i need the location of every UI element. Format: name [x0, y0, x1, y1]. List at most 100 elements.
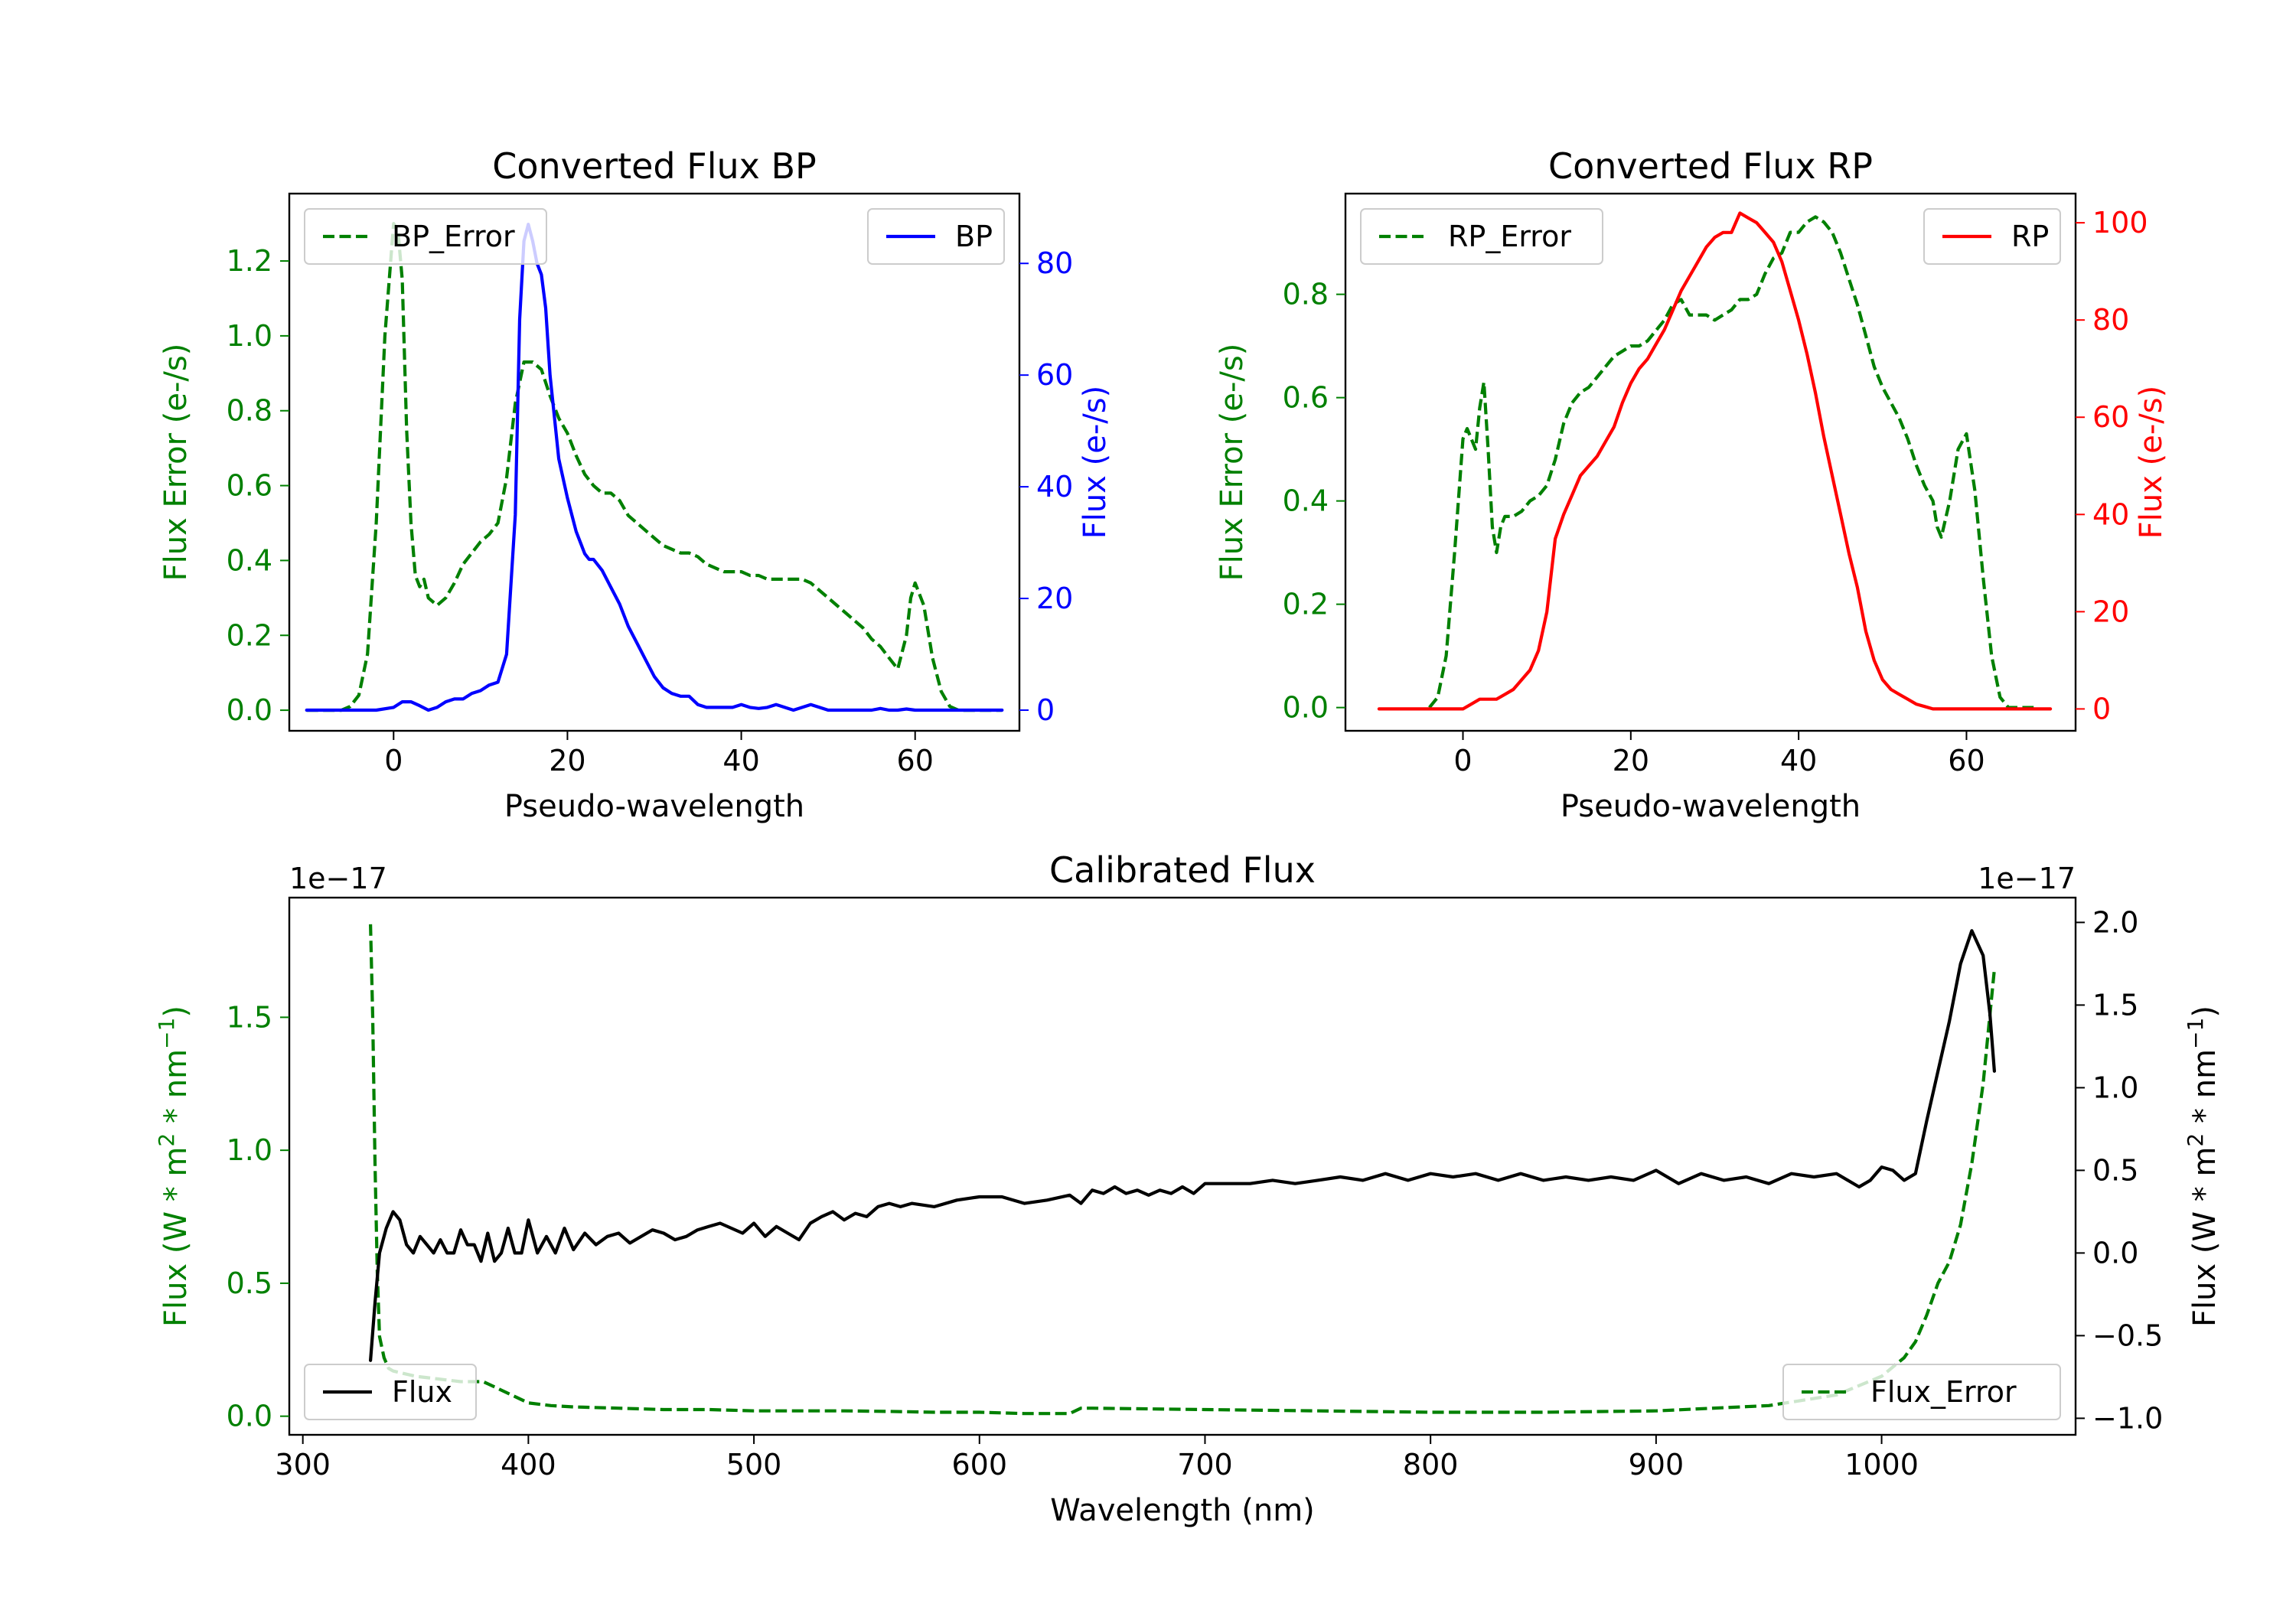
left-y-tick-label: 1.0 [227, 1133, 272, 1167]
right-offset-label: 1e−17 [1978, 862, 2076, 895]
rp-x-ticks: 0 20 40 60 [1453, 731, 1985, 777]
rp-plot-area [1377, 211, 2053, 711]
x-tick-label: 300 [275, 1448, 331, 1482]
right-y-tick-label: 1.0 [2092, 1071, 2138, 1104]
x-tick-label: 40 [1780, 744, 1817, 777]
ylabel-superscript: −1 [154, 1018, 179, 1049]
bp-error-legend: BP_Error [304, 208, 547, 265]
right-y-tick-label: −0.5 [2092, 1319, 2163, 1352]
right-y-tick-label: 2.0 [2092, 905, 2138, 939]
flux-legend: Flux [304, 1364, 477, 1420]
right-y-tick-label: 0.0 [2092, 1236, 2138, 1270]
x-tick-label: 20 [1613, 744, 1649, 777]
flux-error-legend: Flux_Error [1782, 1364, 2061, 1420]
bp-right-y-ticks: 0 20 40 60 80 [1019, 246, 1073, 727]
series-line-bp-error [306, 222, 1003, 712]
x-tick-label: 1000 [1844, 1448, 1919, 1482]
rp-left-y-axis-label: Flux Error (e-/s) [1215, 344, 1250, 582]
x-tick-label: 0 [384, 744, 403, 777]
right-y-tick-label: 60 [2092, 400, 2129, 434]
panel-bp: BP_Error BP 0 20 40 60 0.0 0.2 0.4 0.6 0.8 1.0 1.… [158, 145, 1113, 824]
bp-right-y-axis-label: Flux (e-/s) [1078, 386, 1113, 539]
bp-x-ticks: 0 20 40 60 [384, 731, 934, 777]
rp-x-axis-label: Pseudo-wavelength [1561, 789, 1861, 824]
legend-box [1360, 208, 1603, 265]
right-y-tick-label: 20 [2092, 595, 2129, 628]
ylabel-part: * nm [158, 1049, 194, 1133]
legend-box [304, 208, 547, 265]
rp-right-y-axis-label: Flux (e-/s) [2134, 386, 2169, 539]
x-tick-label: 400 [501, 1448, 556, 1482]
right-y-tick-label: −1.0 [2092, 1401, 2163, 1435]
left-offset-label: 1e−17 [289, 862, 387, 895]
x-tick-label: 600 [952, 1448, 1008, 1482]
legend-label: Flux [392, 1375, 452, 1409]
legend-box [1782, 1364, 2061, 1420]
x-tick-label: 900 [1629, 1448, 1684, 1482]
bp-left-y-ticks: 0.0 0.2 0.4 0.6 0.8 1.0 1.2 [227, 244, 289, 727]
rp-title: Converted Flux RP [1548, 145, 1873, 187]
right-y-tick-label: 0 [2092, 692, 2111, 725]
x-tick-label: 800 [1403, 1448, 1459, 1482]
ylabel-part: * nm [2187, 1049, 2223, 1133]
right-y-tick-label: 40 [1036, 470, 1073, 504]
x-tick-label: 60 [1948, 744, 1985, 777]
left-y-tick-label: 0.2 [1283, 588, 1329, 621]
left-y-tick-label: 0.2 [227, 618, 272, 652]
right-y-tick-label: 60 [1036, 358, 1073, 392]
calibrated-x-ticks: 300 400 500 600 700 800 900 1000 [275, 1435, 1919, 1482]
rp-left-y-ticks: 0.0 0.2 0.4 0.6 0.8 [1283, 278, 1345, 725]
calibrated-x-axis-label: Wavelength (nm) [1050, 1493, 1315, 1528]
x-tick-label: 0 [1453, 744, 1472, 777]
series-line-rp [1377, 211, 2053, 711]
legend-label: RP_Error [1448, 220, 1571, 253]
series-line-flux [369, 929, 1996, 1362]
right-y-tick-label: 0 [1036, 693, 1055, 727]
left-y-tick-label: 1.2 [227, 244, 272, 278]
bp-left-y-axis-label: Flux Error (e-/s) [158, 344, 194, 582]
left-y-tick-label: 1.5 [227, 1000, 272, 1034]
calibrated-left-y-ticks: 0.0 0.5 1.0 1.5 [227, 1000, 289, 1433]
x-tick-label: 700 [1177, 1448, 1233, 1482]
calibrated-right-y-axis-label: Flux (W * m2 * nm−1) [2183, 1006, 2223, 1327]
legend-label: Flux_Error [1870, 1375, 2017, 1409]
x-tick-label: 40 [722, 744, 759, 777]
right-y-tick-label: 0.5 [2092, 1153, 2138, 1187]
right-y-tick-label: 80 [1036, 246, 1073, 280]
panel-rp: RP_Error RP 0 20 40 60 0.0 0.2 0.4 0.6 0.8 0 20 4… [1215, 145, 2169, 824]
right-y-tick-label: 20 [1036, 582, 1073, 615]
left-y-tick-label: 0.4 [227, 543, 272, 577]
left-y-tick-label: 0.6 [1283, 381, 1329, 415]
bp-title: Converted Flux BP [492, 145, 817, 187]
right-y-tick-label: 1.5 [2092, 988, 2138, 1022]
ylabel-part: ) [158, 1006, 194, 1018]
ylabel-part: Flux (W * m [158, 1147, 194, 1327]
calibrated-left-y-axis-label: Flux (W * m2 * nm−1) [154, 1006, 194, 1327]
legend-box [304, 1364, 477, 1420]
series-line-bp [305, 223, 1004, 712]
calibrated-title: Calibrated Flux [1049, 849, 1316, 891]
ylabel-superscript: 2 [154, 1133, 179, 1147]
calibrated-right-y-ticks: −1.0 −0.5 0.0 0.5 1.0 1.5 2.0 [2076, 905, 2163, 1435]
left-y-tick-label: 0.6 [227, 469, 272, 503]
right-y-tick-label: 100 [2092, 206, 2148, 240]
ylabel-part: ) [2187, 1006, 2223, 1018]
legend-box [867, 208, 1005, 265]
left-y-tick-label: 0.8 [1283, 278, 1329, 311]
ylabel-superscript: −1 [2183, 1018, 2208, 1049]
legend-label: BP [955, 220, 993, 253]
series-line-rp-error [1428, 215, 2034, 709]
left-y-tick-label: 0.0 [227, 693, 272, 727]
bp-axes-frame [288, 192, 1021, 732]
bp-legend: BP [867, 208, 1005, 265]
right-y-tick-label: 80 [2092, 303, 2129, 337]
left-y-tick-label: 0.0 [1283, 691, 1329, 725]
x-tick-label: 20 [549, 744, 585, 777]
x-tick-label: 60 [897, 744, 934, 777]
legend-label: RP [2011, 220, 2049, 253]
bp-plot-area [305, 222, 1004, 712]
right-y-tick-label: 40 [2092, 497, 2129, 531]
ylabel-superscript: 2 [2183, 1133, 2208, 1147]
